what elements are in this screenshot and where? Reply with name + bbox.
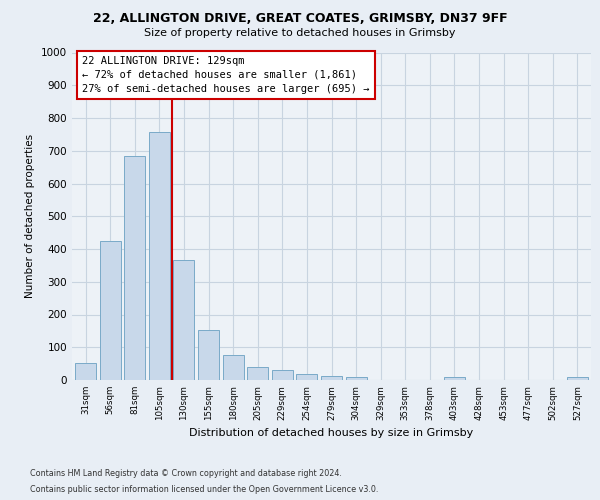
- Bar: [198, 330, 219, 380]
- Text: 22, ALLINGTON DRIVE, GREAT COATES, GRIMSBY, DN37 9FF: 22, ALLINGTON DRIVE, GREAT COATES, GRIMS…: [92, 12, 508, 26]
- Bar: [173, 260, 194, 380]
- Text: 22 ALLINGTON DRIVE: 129sqm
← 72% of detached houses are smaller (1,861)
27% of s: 22 ALLINGTON DRIVE: 129sqm ← 72% of deta…: [82, 56, 370, 94]
- Bar: [149, 132, 170, 380]
- Bar: [296, 374, 317, 380]
- Bar: [247, 367, 268, 380]
- Y-axis label: Number of detached properties: Number of detached properties: [25, 134, 35, 298]
- Bar: [100, 241, 121, 380]
- Bar: [75, 363, 96, 380]
- Bar: [567, 378, 588, 380]
- Text: Size of property relative to detached houses in Grimsby: Size of property relative to detached ho…: [144, 28, 456, 38]
- X-axis label: Distribution of detached houses by size in Grimsby: Distribution of detached houses by size …: [190, 428, 473, 438]
- Text: Contains HM Land Registry data © Crown copyright and database right 2024.: Contains HM Land Registry data © Crown c…: [30, 468, 342, 477]
- Bar: [321, 376, 342, 380]
- Bar: [346, 376, 367, 380]
- Bar: [223, 355, 244, 380]
- Bar: [272, 370, 293, 380]
- Text: Contains public sector information licensed under the Open Government Licence v3: Contains public sector information licen…: [30, 485, 379, 494]
- Bar: [124, 156, 145, 380]
- Bar: [444, 378, 465, 380]
